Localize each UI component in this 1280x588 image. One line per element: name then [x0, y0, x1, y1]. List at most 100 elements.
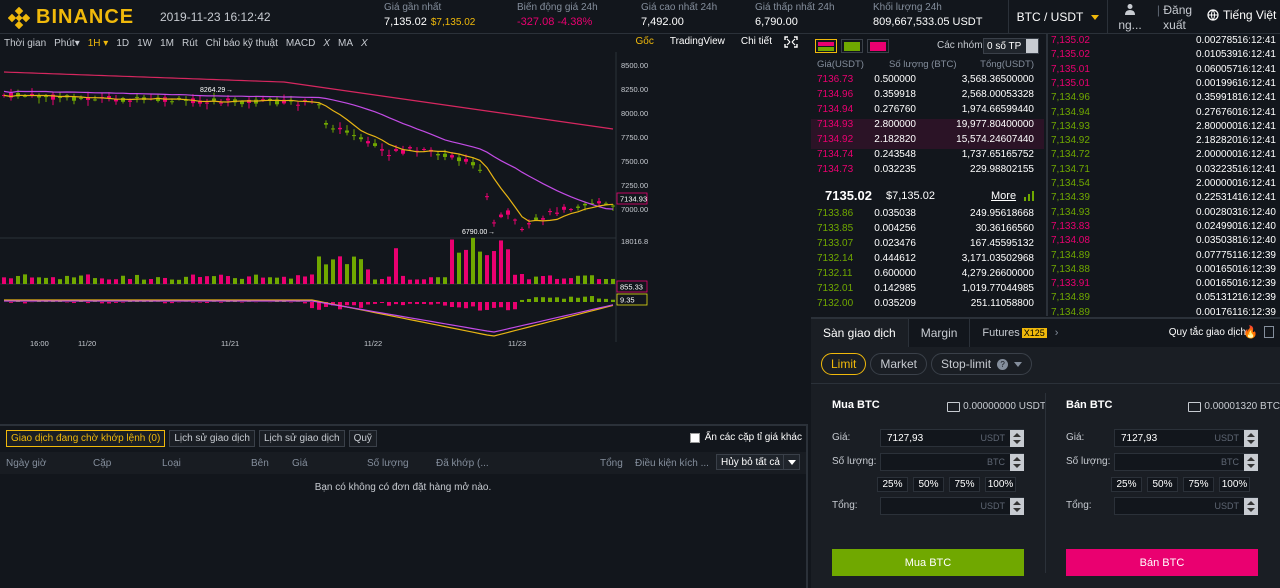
- sell-total-stepper[interactable]: [1244, 498, 1258, 515]
- trade-price: 7,135.02: [1051, 49, 1090, 61]
- bid-row[interactable]: 7133.86 0.035038 249.95618668: [811, 208, 1044, 223]
- sell-amount-stepper[interactable]: [1244, 454, 1258, 471]
- chart-tool-indicators[interactable]: Chỉ báo kỹ thuật: [205, 37, 278, 49]
- macd-close-icon[interactable]: X: [323, 37, 330, 49]
- language-selector[interactable]: Tiếng Việt: [1207, 8, 1276, 22]
- bid-row[interactable]: 7132.01 0.142985 1,019.77044985: [811, 283, 1044, 298]
- tab-funds[interactable]: Quỹ: [348, 430, 377, 447]
- sell-pct-75[interactable]: 75%: [1183, 477, 1214, 492]
- sell-total-input[interactable]: USDT: [1114, 497, 1258, 515]
- macd-bar: [86, 302, 90, 304]
- calculator-icon[interactable]: [1264, 326, 1274, 338]
- user-menu[interactable]: ng...: [1115, 3, 1145, 32]
- pair-selector[interactable]: BTC / USDT: [1008, 0, 1108, 34]
- tab-order-history[interactable]: Lịch sử giao dịch: [169, 430, 255, 447]
- ob-price: 7132.00: [817, 298, 854, 309]
- buy-total-input[interactable]: USDT: [880, 497, 1024, 515]
- buy-price-input[interactable]: 7127,93 USDT: [880, 429, 1024, 447]
- order-type-limit[interactable]: Limit: [821, 353, 867, 375]
- volume-bar: [184, 276, 188, 284]
- binance-logo[interactable]: BINANCE: [8, 6, 134, 29]
- chart-view-tradingview[interactable]: TradingView: [669, 36, 725, 47]
- chart-tool-1h[interactable]: 1H ▾: [87, 37, 109, 49]
- buy-total-stepper[interactable]: [1010, 498, 1024, 515]
- bid-row[interactable]: 7133.85 0.004256 30.36166560: [811, 223, 1044, 238]
- buy-pct-25[interactable]: 25%: [877, 477, 908, 492]
- order-type-stop-limit[interactable]: Stop-limit ?: [931, 353, 1033, 375]
- chart-tool-1m[interactable]: 1M: [160, 37, 175, 49]
- sell-amount-input[interactable]: BTC: [1114, 453, 1258, 471]
- logout-link[interactable]: | Đăng xuất: [1156, 3, 1193, 32]
- bid-row[interactable]: 7132.11 0.600000 4,279.26600000: [811, 268, 1044, 283]
- tab-trade-history[interactable]: Lịch sử giao dịch: [258, 430, 345, 447]
- tab-margin[interactable]: Margin: [909, 319, 971, 347]
- ask-row[interactable]: 7134.93 2.800000 19,977.80400000: [811, 119, 1044, 134]
- chart-tool-ma[interactable]: MA: [337, 37, 353, 49]
- macd-bar: [205, 302, 209, 303]
- candle-body: [184, 99, 188, 101]
- trading-rules-link[interactable]: Quy tắc giao dịch: [1168, 327, 1246, 338]
- buy-amount-stepper[interactable]: [1010, 454, 1024, 471]
- bid-row[interactable]: 7133.07 0.023476 167.45595132: [811, 238, 1044, 253]
- book-both-icon[interactable]: [815, 39, 837, 53]
- ask-row[interactable]: 7134.96 0.359918 2,568.00053328: [811, 89, 1044, 104]
- ask-row[interactable]: 7134.94 0.276760 1,974.66599440: [811, 104, 1044, 119]
- trade-price: 7,135.01: [1051, 63, 1090, 75]
- sell-price-stepper[interactable]: [1244, 430, 1258, 447]
- macd-bar: [310, 302, 314, 309]
- fullscreen-icon[interactable]: [784, 36, 798, 48]
- chart-view-details[interactable]: Chi tiết: [740, 36, 772, 47]
- buy-pct-75[interactable]: 75%: [949, 477, 980, 492]
- buy-pct-50[interactable]: 50%: [913, 477, 944, 492]
- group-select[interactable]: 0 số TP: [983, 38, 1039, 54]
- chart-view-original[interactable]: Gốc: [635, 36, 654, 47]
- sell-price-input[interactable]: 7127,93 USDT: [1114, 429, 1258, 447]
- chart-tool-collapse[interactable]: Rút: [182, 37, 198, 49]
- order-type-market[interactable]: Market: [870, 353, 928, 375]
- sell-button[interactable]: Bán BTC: [1066, 549, 1258, 576]
- price-chart[interactable]: 8500.00 8250.00 8000.00 7750.00 7500.00 …: [0, 52, 808, 422]
- hide-other-pairs[interactable]: Ẩn các cặp tỉ giá khác: [689, 432, 802, 443]
- book-bids-icon[interactable]: [841, 39, 863, 53]
- bid-row[interactable]: 7132.00 0.035209 251.11058800: [811, 298, 1044, 313]
- ask-row[interactable]: 7134.74 0.243548 1,737.65165752: [811, 149, 1044, 164]
- ob-price: 7133.86: [817, 208, 854, 219]
- ask-row[interactable]: 7134.73 0.032235 229.98802155: [811, 164, 1044, 179]
- sell-pct-50[interactable]: 50%: [1147, 477, 1178, 492]
- hide-pairs-checkbox[interactable]: [689, 432, 700, 443]
- chart-tool-time[interactable]: Thời gian: [4, 37, 47, 49]
- buy-button[interactable]: Mua BTC: [832, 549, 1024, 576]
- candle-body: [44, 95, 48, 98]
- buy-pct-100[interactable]: 100%: [985, 477, 1016, 492]
- ob-amount: 0.035209: [874, 298, 916, 309]
- ob-price: 7132.14: [817, 253, 854, 264]
- sell-pct-25[interactable]: 25%: [1111, 477, 1142, 492]
- tab-futures[interactable]: Futures X125 ›: [970, 319, 1070, 347]
- chart-tool-1d[interactable]: 1D: [116, 37, 130, 49]
- tab-spot[interactable]: Sàn giao dịch: [811, 319, 909, 347]
- chart-tool-minute[interactable]: Phút▾: [54, 37, 80, 49]
- ask-row[interactable]: 7136.73 0.500000 3,568.36500000: [811, 74, 1044, 89]
- bid-row[interactable]: 7132.14 0.444612 3,171.03502968: [811, 253, 1044, 268]
- buy-price-stepper[interactable]: [1010, 430, 1024, 447]
- chart-tool-macd[interactable]: MACD: [285, 37, 316, 49]
- low-value: 6,790.00: [755, 16, 798, 28]
- book-asks-icon[interactable]: [867, 39, 889, 53]
- ma-close-icon[interactable]: X: [360, 37, 368, 49]
- chart-tool-1w[interactable]: 1W: [137, 37, 153, 49]
- more-link[interactable]: More: [991, 190, 1017, 202]
- time-tick-1120: 11/20: [78, 339, 96, 348]
- volume-bar: [422, 279, 426, 284]
- help-icon[interactable]: ?: [997, 358, 1009, 370]
- chevron-down-icon[interactable]: [783, 455, 799, 469]
- cancel-all-button[interactable]: Hủy bỏ tất cả: [716, 454, 800, 470]
- ask-row[interactable]: 7134.92 2.182820 15,574.24607440: [811, 134, 1044, 149]
- candle-body: [576, 206, 580, 208]
- tab-open-orders[interactable]: Giao dịch đang chờ khớp lệnh (0): [6, 430, 166, 447]
- sell-pct-100[interactable]: 100%: [1219, 477, 1250, 492]
- macd-bar: [198, 302, 202, 303]
- change-pct: -4.38%: [557, 16, 593, 28]
- chevron-down-icon[interactable]: [1026, 39, 1038, 53]
- ob-amount: 2.800000: [874, 119, 916, 130]
- buy-amount-input[interactable]: BTC: [880, 453, 1024, 471]
